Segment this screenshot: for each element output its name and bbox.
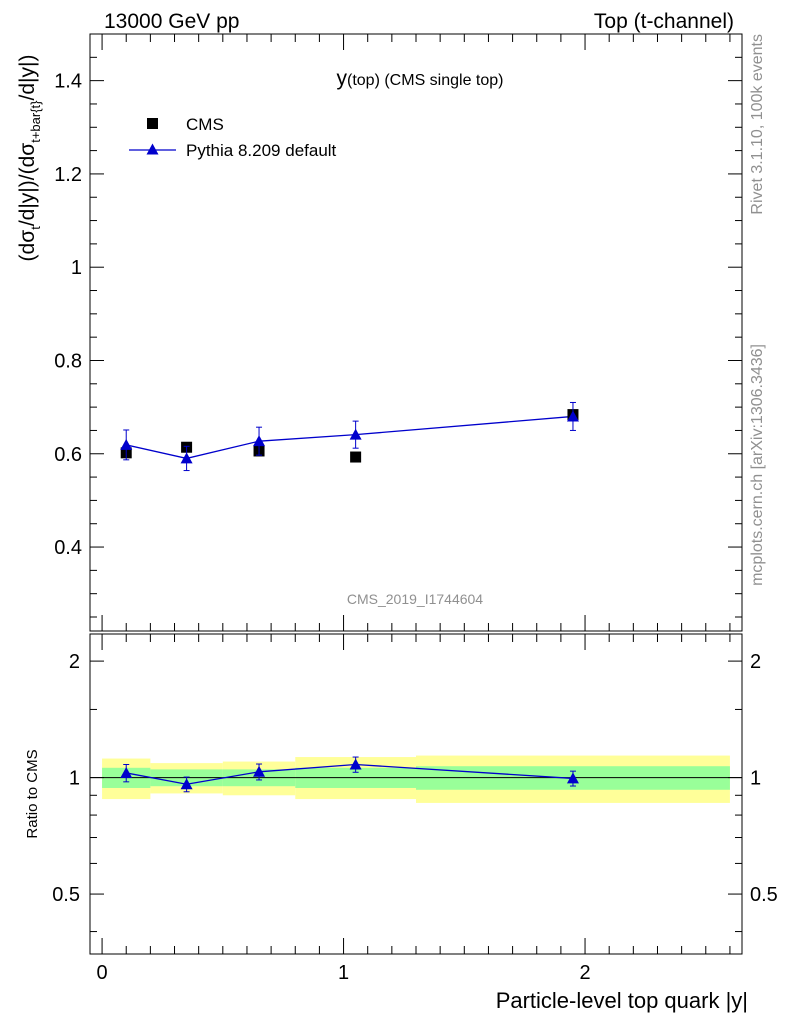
main-panel-marks	[120, 401, 579, 472]
main-y-tick-label: 0.6	[54, 444, 82, 466]
ratio-panel-ticks: 0.5 0.5 1 1 2 2 0 1 2	[52, 634, 778, 984]
main-y-tick-label: 1	[71, 257, 82, 279]
legend-label-cms: CMS	[186, 115, 224, 134]
pythia-data-point	[349, 428, 362, 440]
ratio-panel-marks	[120, 756, 579, 793]
x-tick-label: 0	[97, 962, 108, 984]
main-y-tick-label: 0.8	[54, 350, 82, 372]
ratio-y-tick-label: 0.5	[52, 884, 80, 906]
x-tick-label: 2	[579, 962, 590, 984]
ratio-y-tick-label: 1	[69, 768, 80, 790]
ratio-data-point	[120, 766, 133, 778]
rivet-version-text: Rivet 3.1.10, 100k events	[749, 34, 766, 215]
ratio-y-tick-label-right: 1	[750, 768, 761, 790]
main-y-axis-label: (dσt/d|y|)/(dσt+bar{t}/d|y|)	[16, 55, 43, 262]
ratio-y-tick-label: 2	[69, 651, 80, 673]
legend-label-pythia: Pythia 8.209 default	[186, 141, 337, 160]
main-panel-frame	[89, 33, 743, 632]
source-text: mcplots.cern.ch [arXiv:1306.3436]	[749, 344, 766, 586]
pythia-data-point	[566, 410, 579, 422]
main-panel-ticks: 0.4 0.6 0.8 1 1.2 1.4	[54, 34, 742, 631]
cms-data-point	[350, 451, 362, 463]
ratio-data-point	[253, 765, 266, 777]
legend: CMS Pythia 8.209 default	[129, 115, 337, 160]
main-y-tick-label: 1.4	[54, 71, 82, 93]
main-y-tick-label: 0.4	[54, 537, 82, 559]
ratio-panel-background	[90, 755, 742, 803]
ratio-panel-frame	[89, 633, 743, 955]
ratio-y-tick-label-right: 2	[750, 651, 761, 673]
pythia-series-line	[126, 415, 574, 460]
legend-marker-pythia	[146, 143, 159, 155]
header-left: 13000 GeV pp	[104, 10, 239, 33]
main-y-tick-label: 1.2	[54, 164, 82, 186]
ratio-data-point	[566, 772, 579, 784]
legend-marker-cms	[147, 118, 158, 129]
pythia-data-point	[253, 435, 266, 447]
ratio-y-axis-label: Ratio to CMS	[24, 749, 41, 838]
x-tick-label: 1	[338, 962, 349, 984]
ratio-data-point	[180, 778, 193, 790]
header-right: Top (t-channel)	[594, 10, 734, 33]
main-title: y(top) (CMS single top)	[337, 67, 504, 90]
ratio-data-point	[349, 758, 362, 770]
ratio-y-tick-label-right: 0.5	[750, 884, 778, 906]
analysis-watermark: CMS_2019_I1744604	[347, 591, 483, 607]
pythia-data-point	[120, 438, 133, 450]
pythia-data-point	[180, 452, 193, 464]
x-axis-label: Particle-level top quark |y|	[496, 988, 748, 1013]
